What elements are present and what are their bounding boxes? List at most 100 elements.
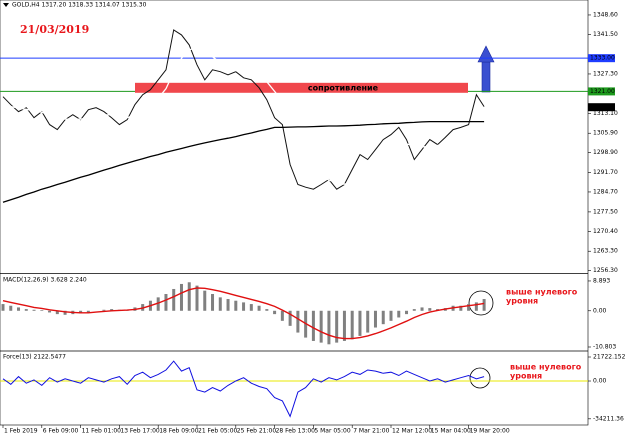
histogram-bar [412, 309, 416, 311]
y-tick-label: 1284.70 [593, 188, 618, 195]
histogram-bar [280, 310, 284, 321]
y-tick-label: 1313.10 [593, 110, 618, 117]
y-tick-label: 1270.40 [593, 228, 618, 235]
histogram-bar [405, 310, 409, 315]
annotation: выше нулевого [506, 288, 578, 297]
x-tick-label: 21 Feb 05:00 [198, 428, 238, 435]
y-tick-label: 1291.70 [593, 169, 618, 176]
histogram-bar [335, 310, 339, 343]
y-tick-label: -34211.36 [593, 415, 624, 422]
histogram-bar [389, 310, 393, 321]
y-tick-label: 1256.30 [593, 267, 618, 274]
histogram-bar [242, 302, 246, 311]
histogram-bar [482, 299, 486, 311]
histogram-bar [288, 310, 292, 326]
menu-icon [3, 3, 9, 7]
histogram-bar [203, 290, 207, 311]
x-tick-label: 18 Feb 09:00 [159, 428, 199, 435]
annotation: уровня [510, 372, 542, 381]
date-annotation: 21/03/2019 [20, 23, 89, 36]
x-tick-label: 15 Mar 04:00 [431, 428, 471, 435]
x-tick-label: 1 Feb 2019 [4, 428, 38, 435]
histogram-bar [467, 304, 471, 311]
last-price-label: 1315.30 [590, 104, 615, 111]
histogram-bar [63, 310, 67, 315]
y-tick-label: 1327.30 [593, 70, 618, 77]
histogram-bar [397, 310, 401, 318]
level-label: 1321.00 [590, 88, 615, 95]
histogram-bar [187, 282, 191, 311]
histogram-bar [24, 309, 28, 311]
y-tick-label: 1305.90 [593, 130, 618, 137]
resistance-zone [135, 82, 468, 93]
histogram-bar [350, 310, 354, 340]
highlight-circle [469, 367, 491, 389]
histogram-bar [156, 297, 160, 311]
annotation: выше нулевого [510, 363, 582, 372]
histogram-bar [381, 310, 385, 325]
x-tick-label: 6 Feb 09:00 [43, 428, 79, 435]
y-tick-label: 1277.50 [593, 208, 618, 215]
histogram-bar [342, 310, 346, 341]
x-tick-label: 13 Feb 17:00 [120, 428, 160, 435]
histogram-bar [110, 309, 114, 311]
histogram-bar [48, 310, 52, 313]
histogram-bar [9, 305, 13, 311]
histogram-bar [249, 304, 253, 311]
histogram-bar [172, 288, 176, 311]
histogram-bar [211, 294, 215, 311]
histogram-bar [234, 300, 238, 311]
histogram-bar [102, 309, 106, 311]
x-tick-label: 28 Feb 13:00 [276, 428, 316, 435]
histogram-bar [195, 285, 199, 311]
histogram-bar [358, 310, 362, 336]
y-tick-label: -10.803 [593, 343, 616, 350]
series-line [2, 29, 485, 190]
last-price-box [588, 103, 615, 112]
histogram-bar [164, 294, 168, 311]
x-tick-label: 5 Mar 05:00 [314, 428, 350, 435]
y-tick-label: 0.00 [593, 307, 607, 314]
highlight-circle [468, 290, 494, 316]
histogram-bar [265, 309, 269, 311]
plot-frame [0, 0, 589, 426]
histogram-bar [1, 304, 5, 311]
series-line [2, 360, 485, 418]
level-label-box [588, 87, 615, 96]
y-tick-label: 1348.60 [593, 11, 618, 18]
histogram-bar [319, 310, 323, 343]
y-tick-label: 1341.50 [593, 31, 618, 38]
zone-label: сопротивление [308, 83, 379, 92]
histogram-bar [311, 310, 315, 341]
y-tick-label: 0.00 [593, 378, 607, 385]
histogram-bar [459, 305, 463, 311]
y-tick-label: 21722.152 [593, 354, 626, 361]
histogram-bar [86, 310, 90, 313]
histogram-bar [327, 310, 331, 345]
panel-title: MACD(12,26,9) 3.628 2.240 [3, 277, 87, 284]
histogram-bar [373, 310, 377, 328]
histogram-bar [226, 299, 230, 311]
histogram-bar [420, 307, 424, 311]
x-tick-label: 19 Mar 20:00 [470, 428, 510, 435]
y-tick-label: 1298.90 [593, 149, 618, 156]
histogram-bar [273, 310, 277, 315]
histogram-bar [218, 297, 222, 311]
histogram-bar [366, 310, 370, 333]
annotation: уровня [506, 297, 538, 306]
histogram-bar [474, 302, 478, 311]
histogram-bar [32, 309, 36, 311]
x-tick-label: 7 Mar 21:00 [353, 428, 389, 435]
histogram-bar [296, 310, 300, 333]
signal-line [2, 287, 485, 340]
x-tick-label: 25 Feb 21:00 [237, 428, 277, 435]
x-tick-label: 11 Feb 01:00 [82, 428, 122, 435]
histogram-bar [17, 307, 21, 311]
histogram-bar [257, 305, 261, 311]
series-line [2, 120, 485, 203]
x-tick-label: 12 Mar 12:00 [392, 428, 432, 435]
histogram-bar [40, 310, 44, 311]
panel-title: GOLD,H4 1317.20 1318.33 1314.07 1315.30 [12, 2, 147, 9]
y-tick-label: 1263.30 [593, 248, 618, 255]
